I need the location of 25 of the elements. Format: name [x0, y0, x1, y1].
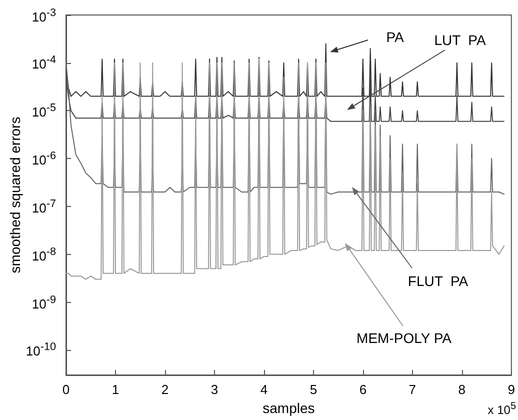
x-tick-label: 4: [260, 382, 268, 397]
text: MEM-POLY PA: [356, 330, 452, 346]
legend-label: PA: [386, 29, 404, 45]
y-tick-label: 10$^{-10}$: [26, 341, 56, 359]
x-tick-label: 5: [310, 382, 318, 397]
x-tick-label: 6: [359, 382, 367, 397]
text: FLUT PA: [408, 273, 469, 289]
x-tick-label: 3: [210, 382, 218, 397]
x-tick-label: 1: [112, 382, 120, 397]
y-tick-label: 10$^{-5}$: [32, 102, 56, 120]
y-tick-label: 10$^{-4}$: [32, 54, 56, 72]
text: x 10$^{5}$: [488, 401, 516, 417]
y-axis-title: smoothed squared errors: [7, 116, 23, 274]
y-tick-label: 10$^{-8}$: [32, 246, 56, 264]
x-axis-title: samples: [262, 400, 315, 416]
x-tick-label: 8: [458, 382, 466, 397]
x-tick-label: 0: [62, 382, 70, 397]
y-tick-label: 10$^{-7}$: [32, 198, 56, 216]
text: LUT PA: [434, 32, 486, 48]
y-tick-label: 10$^{-6}$: [32, 150, 56, 168]
x-tick-label: 9: [508, 382, 515, 397]
x-tick-label: 7: [408, 382, 416, 397]
x-tick-label: 2: [161, 382, 169, 397]
y-tick-label: 10$^{-9}$: [32, 294, 56, 311]
y-tick-label: 10$^{-3}$: [32, 6, 56, 24]
